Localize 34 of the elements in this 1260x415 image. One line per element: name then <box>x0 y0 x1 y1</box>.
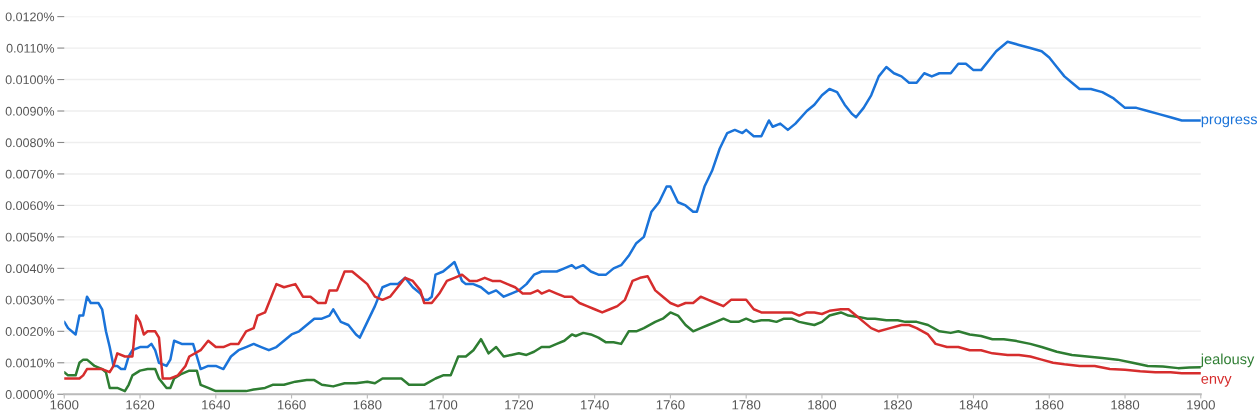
x-tick-label: 1840 <box>959 400 988 410</box>
y-tick-label: 0.0080% <box>5 138 55 148</box>
x-tick-label: 1780 <box>732 400 761 410</box>
x-tick-label: 1680 <box>353 400 382 410</box>
line-series <box>64 270 1201 380</box>
series-label: progress <box>1201 116 1257 128</box>
y-tick-label: 0.0090% <box>5 106 55 116</box>
x-tick-label: 1860 <box>1035 400 1064 410</box>
series-label: jealousy <box>1200 353 1255 368</box>
x-tick-label: 1720 <box>505 400 534 410</box>
y-tick-label: 0.0010% <box>5 358 55 368</box>
x-tick-label: 1740 <box>580 400 609 410</box>
x-tick-label: 1620 <box>126 400 155 410</box>
y-tick-label: 0.0120% <box>5 12 55 22</box>
x-tick-label: 1600 <box>50 400 79 410</box>
y-tick-label: 0.0060% <box>5 201 55 211</box>
x-tick-label: 1760 <box>656 400 685 410</box>
y-tick-label: 0.0100% <box>5 75 55 85</box>
y-tick-label: 0.0110% <box>6 43 55 53</box>
y-tick-label: 0.0020% <box>5 327 55 336</box>
line-series <box>64 40 1201 371</box>
y-tick-label: 0.0000% <box>5 390 55 399</box>
x-tick-label: 1900 <box>1187 400 1215 410</box>
x-tick-label: 1660 <box>277 400 306 410</box>
x-tick-label: 1700 <box>429 400 458 410</box>
x-tick-label: 1820 <box>884 400 912 410</box>
y-tick-label: 0.0030% <box>5 295 55 305</box>
series-label: envy <box>1201 375 1232 387</box>
x-tick-label: 1880 <box>1111 400 1140 410</box>
x-tick-label: 1800 <box>808 400 837 410</box>
x-tick-label: 1640 <box>202 400 230 410</box>
y-tick-label: 0.0040% <box>5 264 55 274</box>
y-tick-label: 0.0050% <box>5 232 55 242</box>
y-tick-label: 0.0070% <box>5 169 55 179</box>
